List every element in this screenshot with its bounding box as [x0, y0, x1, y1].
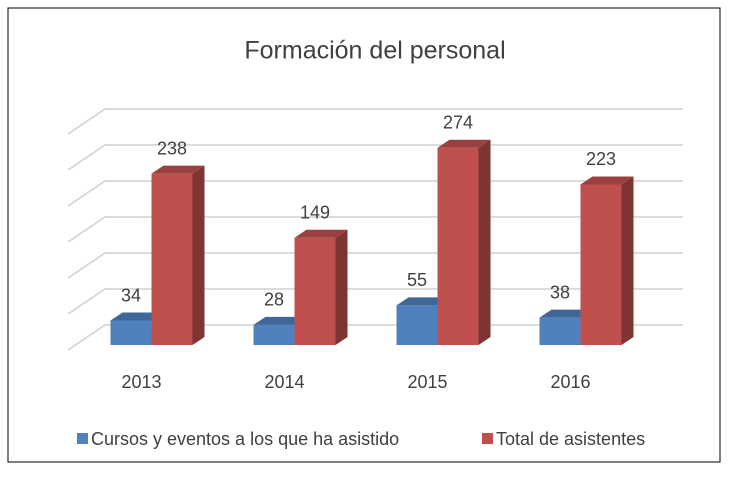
bar-front — [294, 237, 336, 345]
chart-title: Formación del personal — [244, 37, 505, 65]
bar-front — [539, 317, 581, 345]
bar-top — [294, 229, 348, 238]
grid-line — [67, 108, 683, 135]
value-label: 274 — [443, 112, 473, 132]
x-tick-label: 2014 — [264, 372, 304, 392]
x-tick-label: 2013 — [121, 372, 161, 392]
bar-front — [437, 147, 479, 345]
bar-side — [335, 229, 348, 345]
legend-swatch — [482, 433, 493, 444]
bar-top — [580, 176, 634, 185]
bar-front — [396, 305, 438, 345]
bar-top — [437, 139, 491, 148]
legend-label: Cursos y eventos a los que ha asistido — [91, 429, 399, 449]
bar-top — [110, 312, 164, 321]
legend-label: Total de asistentes — [496, 429, 645, 449]
value-label: 38 — [550, 282, 570, 302]
bar-top — [396, 297, 450, 306]
value-label: 28 — [264, 290, 284, 310]
bar-front — [110, 320, 152, 345]
x-tick-label: 2016 — [550, 372, 590, 392]
bar-front — [253, 324, 295, 345]
bar-side — [478, 139, 491, 345]
bar-side — [621, 176, 634, 345]
value-label: 55 — [407, 270, 427, 290]
bar-front — [580, 184, 622, 345]
legend-swatch — [77, 433, 88, 444]
bar-top — [253, 316, 307, 325]
bar-side — [192, 165, 205, 345]
bar-top — [151, 165, 205, 174]
value-label: 149 — [300, 202, 330, 222]
bar-front — [151, 173, 193, 345]
value-label: 34 — [121, 285, 141, 305]
x-tick-label: 2015 — [407, 372, 447, 392]
bar-top — [539, 309, 593, 318]
value-label: 238 — [157, 138, 187, 158]
value-label: 223 — [586, 149, 616, 169]
